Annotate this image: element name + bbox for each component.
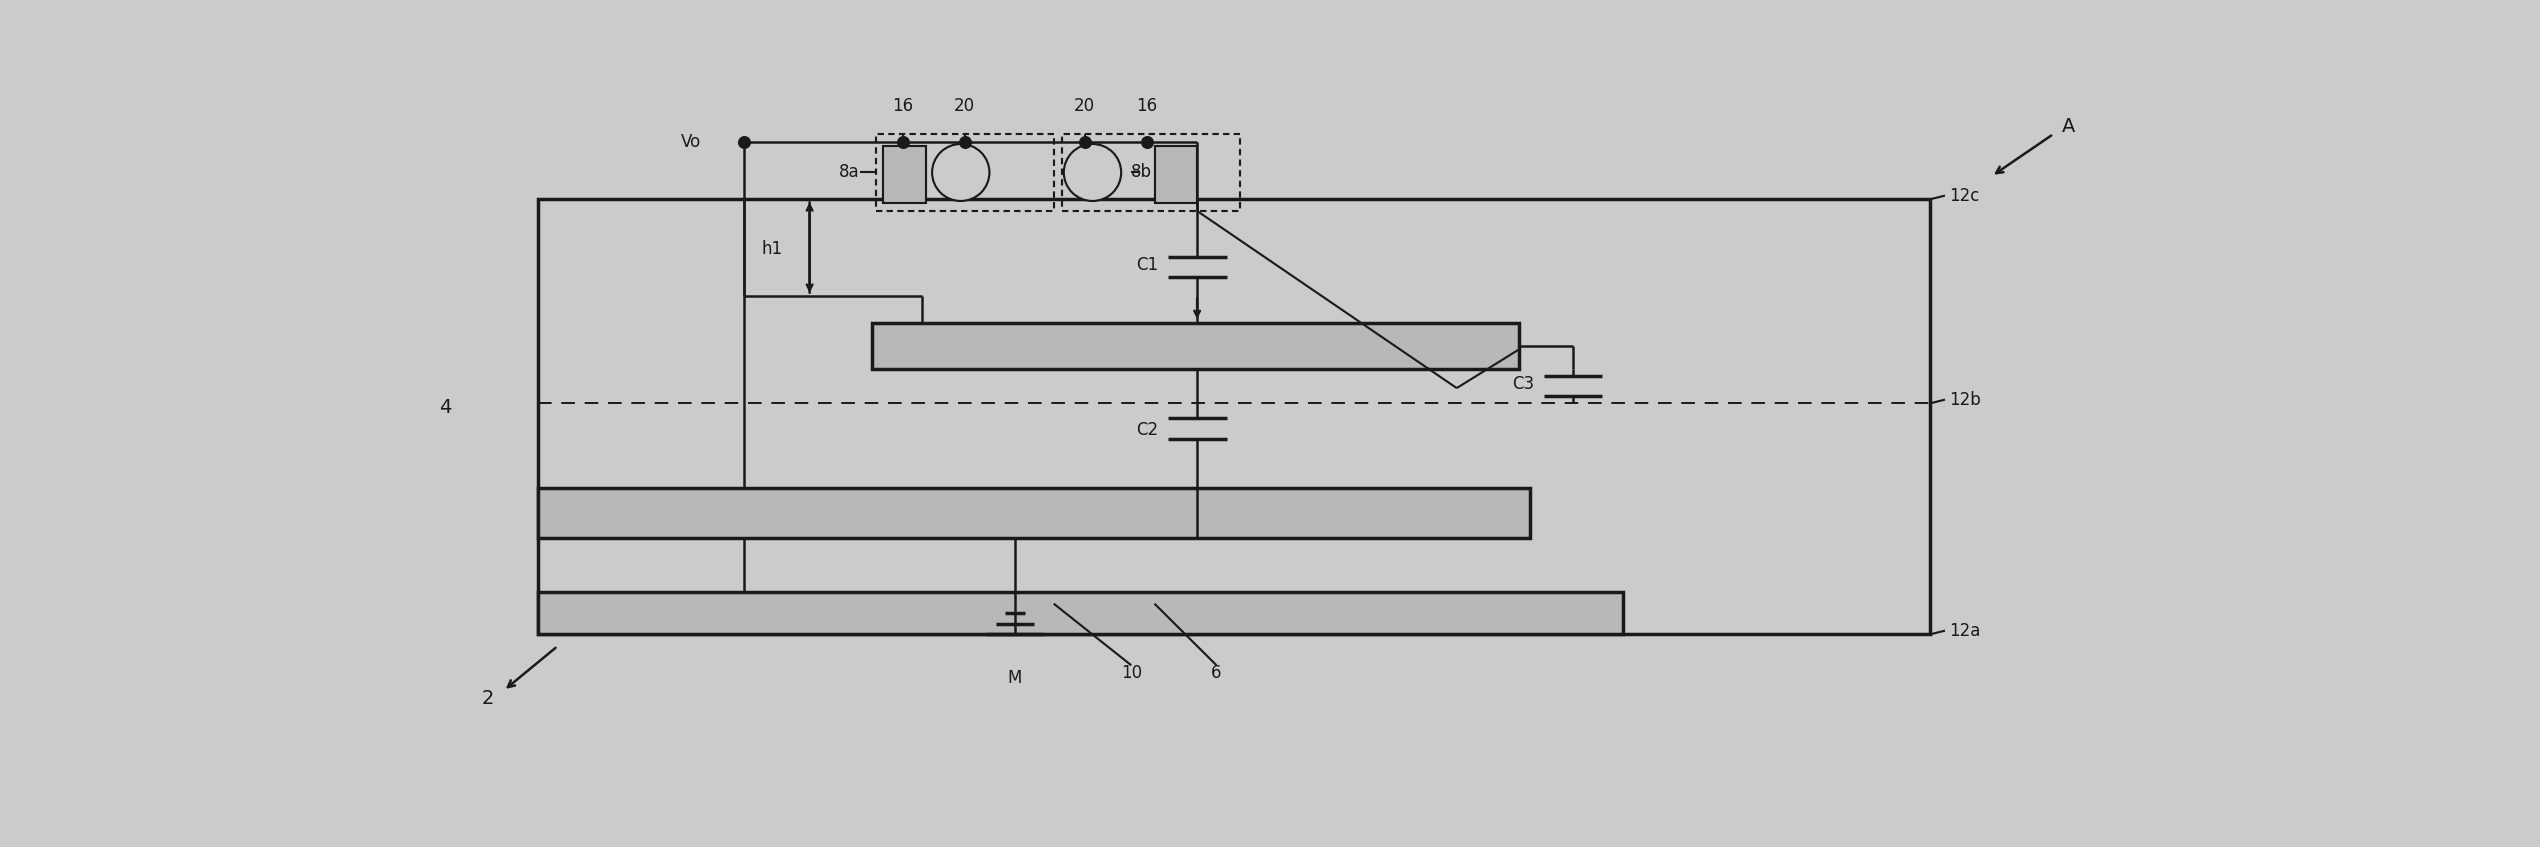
Bar (1062, 134, 1240, 211)
Text: 6: 6 (1212, 664, 1222, 682)
Text: 4: 4 (439, 398, 452, 417)
Text: M: M (1008, 669, 1021, 687)
Bar (538, 199, 1930, 634)
Bar (538, 488, 1532, 538)
Point (724, 135, 765, 148)
Circle shape (932, 144, 991, 201)
Text: 12a: 12a (1948, 622, 1981, 639)
Point (881, 135, 922, 148)
Text: 16: 16 (892, 97, 914, 114)
Bar (871, 323, 1519, 368)
Bar (538, 592, 1623, 634)
Text: C1: C1 (1135, 256, 1158, 274)
Text: C3: C3 (1511, 375, 1534, 393)
Text: A: A (2062, 117, 2075, 136)
Text: 12c: 12c (1948, 186, 1979, 205)
Text: 16: 16 (1135, 97, 1158, 114)
Text: 12b: 12b (1948, 390, 1981, 408)
Bar (884, 146, 927, 203)
Text: 8b: 8b (1130, 163, 1153, 181)
Text: C2: C2 (1135, 422, 1158, 440)
Text: 2: 2 (483, 689, 495, 708)
Text: 10: 10 (1120, 664, 1143, 682)
Text: h1: h1 (762, 241, 782, 258)
Bar (1156, 146, 1196, 203)
Text: 20: 20 (955, 97, 975, 114)
Point (945, 135, 986, 148)
Text: 8a: 8a (838, 163, 861, 181)
Point (1125, 135, 1166, 148)
Point (1064, 135, 1105, 148)
Circle shape (1064, 144, 1120, 201)
Text: 20: 20 (1074, 97, 1095, 114)
Bar (876, 134, 1054, 211)
Text: Vo: Vo (681, 133, 701, 151)
